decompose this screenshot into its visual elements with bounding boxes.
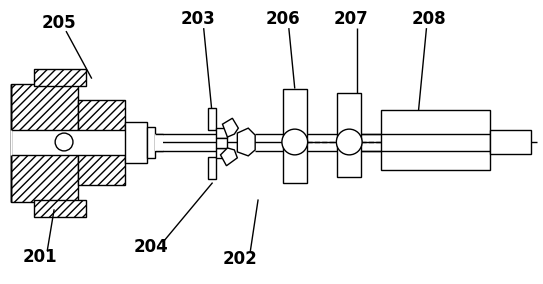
Text: 201: 201 [23, 248, 58, 266]
Bar [216, 128, 228, 138]
Text: 207: 207 [334, 10, 369, 28]
Bar [78, 101, 125, 133]
Text: 205: 205 [42, 14, 77, 32]
Circle shape [55, 133, 73, 151]
Bar [34, 69, 86, 85]
Text: 208: 208 [411, 10, 446, 28]
Bar [216, 148, 228, 158]
Circle shape [282, 129, 308, 155]
Circle shape [336, 129, 362, 155]
Polygon shape [223, 118, 238, 137]
Bar [337, 93, 361, 177]
Bar [147, 127, 155, 158]
Polygon shape [237, 128, 255, 156]
Polygon shape [220, 148, 237, 166]
Text: 203: 203 [180, 10, 215, 28]
Bar [125, 122, 147, 163]
Text: 206: 206 [266, 10, 300, 28]
Text: 204: 204 [134, 238, 168, 256]
Bar [283, 89, 307, 183]
Bar [490, 130, 532, 154]
Bar [216, 138, 228, 148]
Bar [207, 157, 216, 179]
Bar [155, 134, 163, 151]
Text: 202: 202 [223, 250, 258, 268]
Bar [10, 83, 78, 202]
Bar [34, 201, 86, 217]
Bar [78, 152, 125, 185]
Bar [10, 130, 134, 155]
Bar [207, 108, 216, 130]
Bar [381, 110, 490, 170]
